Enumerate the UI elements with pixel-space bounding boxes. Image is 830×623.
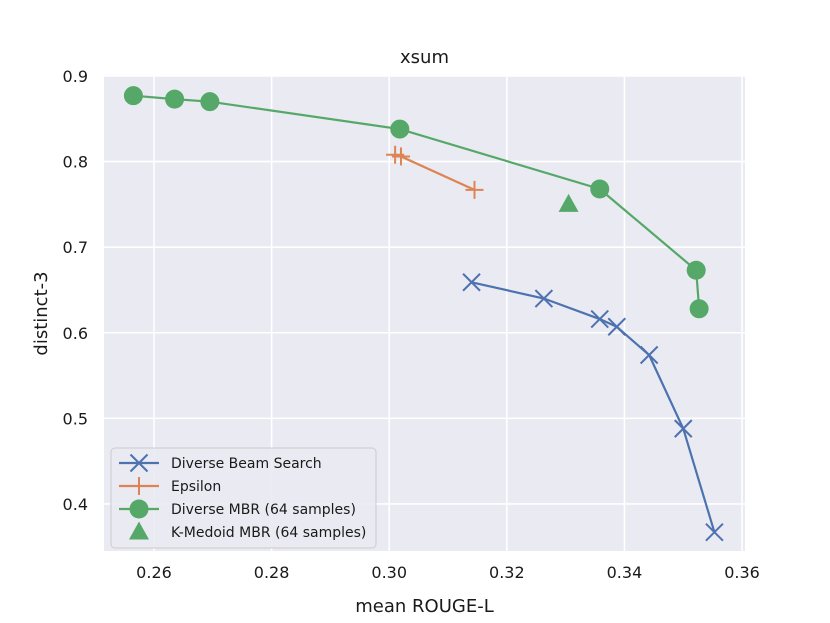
legend-marker — [129, 453, 149, 473]
legend-marker — [129, 521, 149, 540]
data-point — [462, 273, 481, 292]
data-point — [590, 309, 609, 329]
legend-label: Epsilon — [171, 479, 221, 495]
y-tick-label: 0.7 — [63, 238, 88, 257]
y-tick-label: 0.4 — [63, 495, 88, 514]
x-tick-label: 0.26 — [136, 563, 172, 582]
y-axis-label: distinct-3 — [31, 271, 52, 355]
data-point — [639, 345, 659, 365]
data-point — [123, 86, 143, 106]
series-3 — [558, 193, 579, 212]
legend-item: Diverse MBR (64 samples) — [119, 499, 356, 519]
series-2 — [123, 86, 709, 319]
data-point — [686, 260, 706, 280]
x-tick-labels: 0.26 0.28 0.30 0.32 0.34 0.36 — [136, 563, 760, 582]
series-0 — [462, 273, 724, 542]
series-1 — [386, 145, 484, 199]
y-tick-labels: 0.4 0.5 0.6 0.7 0.8 0.9 — [63, 67, 88, 514]
legend-marker — [129, 499, 149, 519]
x-tick-label: 0.28 — [254, 563, 290, 582]
data-point — [705, 522, 724, 542]
data-point — [689, 299, 709, 319]
x-axis-label: mean ROUGE-L — [355, 596, 493, 617]
data-point — [558, 193, 579, 212]
data-point — [534, 289, 554, 308]
x-tick-label: 0.32 — [489, 563, 525, 582]
legend-item: Diverse Beam Search — [119, 453, 322, 473]
data-point — [165, 89, 185, 109]
legend-label: K-Medoid MBR (64 samples) — [171, 525, 366, 541]
legend-marker — [130, 477, 148, 495]
data-point — [607, 317, 627, 336]
legend-label: Diverse MBR (64 samples) — [171, 502, 356, 518]
x-tick-label: 0.30 — [371, 563, 407, 582]
legend: Diverse Beam Search Epsilon Diverse MBR (6… — [110, 447, 377, 549]
data-point — [390, 119, 410, 139]
data-point — [391, 147, 410, 166]
legend-label: Diverse Beam Search — [171, 456, 322, 472]
y-tick-label: 0.6 — [63, 324, 88, 343]
y-tick-label: 0.5 — [63, 409, 88, 428]
legend-box — [110, 447, 377, 549]
data-point — [200, 92, 220, 112]
data-point — [590, 179, 610, 199]
y-tick-label: 0.9 — [63, 67, 88, 86]
data-point — [674, 419, 693, 438]
series-layer — [123, 86, 724, 542]
y-tick-label: 0.8 — [63, 153, 88, 172]
x-tick-label: 0.36 — [724, 563, 760, 582]
chart-title: xsum — [400, 47, 449, 68]
x-tick-label: 0.34 — [607, 563, 643, 582]
data-point — [465, 180, 484, 199]
legend-item: Epsilon — [119, 477, 221, 495]
legend-item: K-Medoid MBR (64 samples) — [129, 521, 366, 541]
